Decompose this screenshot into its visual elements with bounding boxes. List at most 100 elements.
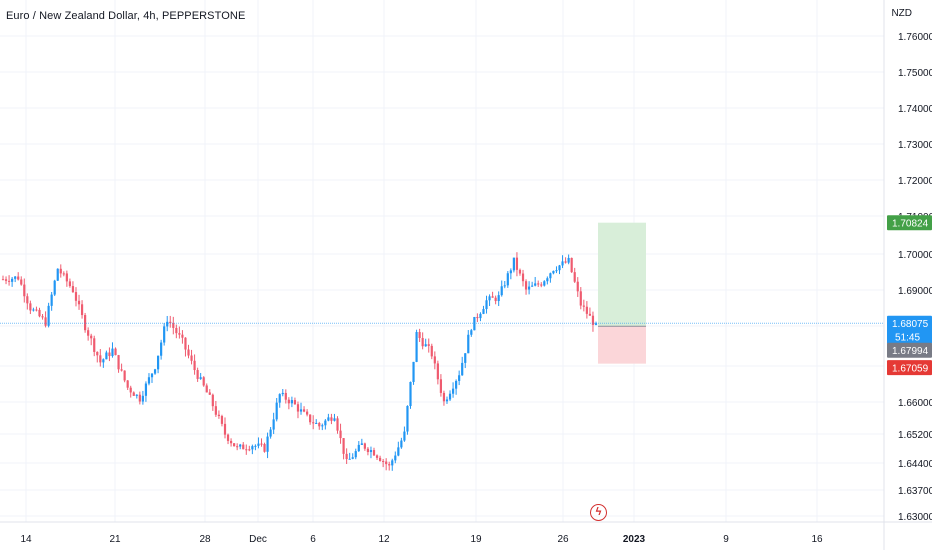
candle: [461, 356, 464, 376]
candle-body: [47, 305, 50, 326]
candle-body: [372, 450, 376, 456]
candle: [226, 433, 230, 445]
candle-body: [211, 394, 214, 407]
candle-body: [153, 369, 157, 374]
candle: [233, 443, 236, 447]
price-tick: 1.75000: [898, 68, 932, 79]
candle-body: [524, 281, 528, 290]
candle-body: [309, 414, 312, 423]
entry-label-bg: [887, 342, 932, 358]
candle: [558, 264, 561, 275]
price-tick: 1.66000: [898, 398, 932, 409]
time-tick: Dec: [249, 534, 267, 545]
candle: [68, 278, 72, 288]
candle-body: [29, 303, 32, 311]
candle-body: [217, 414, 221, 417]
candle-body: [573, 272, 576, 282]
candle: [214, 400, 217, 417]
candle-body: [181, 334, 184, 338]
candle-body: [99, 355, 102, 363]
candle: [4, 276, 8, 285]
candle-body: [156, 355, 160, 370]
time-tick: 21: [109, 534, 121, 545]
candle-body: [521, 273, 525, 282]
candle-body: [169, 321, 172, 324]
candle: [156, 355, 160, 374]
candle-body: [509, 270, 512, 274]
candle: [339, 423, 342, 444]
candle: [515, 252, 519, 277]
candle-body: [196, 370, 199, 379]
candle-body: [87, 330, 90, 336]
candle: [141, 390, 144, 405]
candle: [521, 269, 525, 287]
candle: [175, 324, 178, 339]
candle: [552, 270, 555, 275]
candle-body: [306, 411, 309, 415]
candle: [169, 315, 172, 328]
candle-body: [205, 385, 208, 393]
candle: [178, 326, 181, 339]
candle-body: [497, 295, 500, 302]
candle-body: [351, 457, 354, 459]
candle-body: [144, 383, 148, 396]
price-tick: 1.72000: [898, 176, 932, 187]
take-profit-zone[interactable]: [598, 222, 646, 327]
candle-body: [564, 261, 567, 263]
candle-body: [150, 373, 154, 378]
candle-body: [375, 455, 379, 458]
candle-body: [175, 327, 178, 334]
candle: [293, 397, 297, 405]
candle: [543, 280, 546, 287]
candle-body: [312, 422, 315, 424]
take-profit-label-text: 1.70824: [892, 218, 929, 229]
candle: [56, 268, 59, 281]
candle-body: [321, 425, 324, 427]
candle-body: [296, 404, 300, 412]
candle: [433, 351, 436, 370]
candle: [87, 327, 90, 341]
candle: [187, 344, 190, 359]
candle: [120, 363, 123, 372]
candle: [184, 337, 187, 357]
candle-body: [284, 392, 287, 400]
price-labels: 1.70824 1.68075 51:45 1.67994 1.67059: [887, 215, 932, 376]
candle: [573, 267, 576, 283]
candle: [290, 396, 293, 408]
candle: [138, 391, 141, 405]
candle: [534, 276, 537, 287]
position-tool[interactable]: [598, 222, 646, 364]
lightning-icon[interactable]: ϟ: [590, 504, 607, 521]
candle-body: [126, 380, 129, 388]
candle: [260, 438, 263, 447]
candle: [1, 275, 5, 281]
candle: [375, 454, 379, 461]
candle-body: [275, 402, 278, 420]
candle: [32, 307, 35, 312]
candle-body: [415, 332, 418, 362]
countdown-text: 51:45: [895, 332, 920, 343]
candle-body: [26, 296, 29, 304]
candle: [102, 358, 105, 368]
candle-body: [14, 276, 17, 279]
candle: [464, 353, 467, 369]
candle: [415, 329, 418, 363]
candle-body: [44, 317, 47, 326]
candle: [585, 301, 588, 319]
candle-body: [327, 417, 330, 421]
candle: [509, 268, 512, 280]
candle-body: [17, 276, 20, 280]
stop-loss-label-bg: [887, 360, 932, 376]
candle: [217, 410, 221, 419]
candle-body: [184, 337, 187, 350]
candle: [181, 330, 184, 344]
candle: [388, 461, 391, 471]
stop-loss-zone[interactable]: [598, 326, 646, 364]
candle-body: [254, 445, 257, 447]
candle-body: [403, 431, 406, 441]
candle-body: [527, 286, 531, 290]
candle-body: [369, 450, 373, 453]
candle-body: [84, 315, 87, 331]
